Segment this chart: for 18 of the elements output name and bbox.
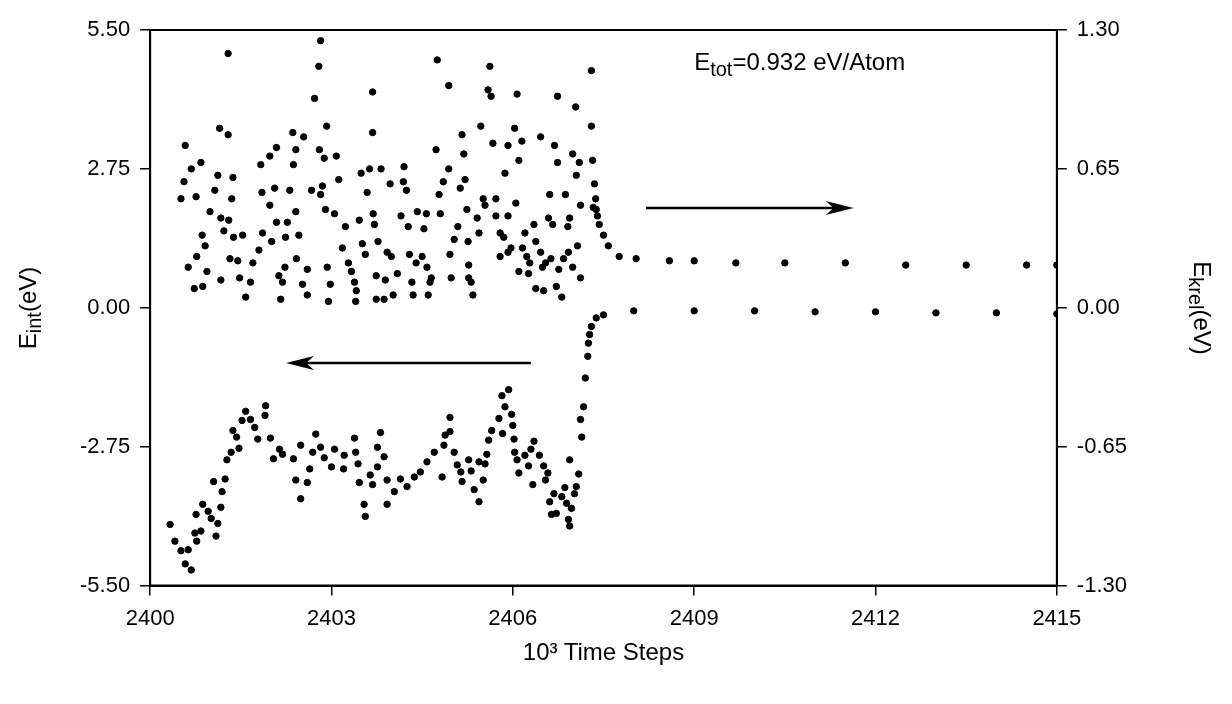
y2-tick-label: 1.30 xyxy=(1076,16,1120,42)
x-axis-title: 10³ Time Steps xyxy=(522,637,685,666)
y2-tick-label: -0.65 xyxy=(1076,432,1128,458)
y-tick-label: 5.50 xyxy=(87,16,131,42)
x-tick-label: 2409 xyxy=(669,604,719,630)
y-tick-label: 0.00 xyxy=(87,293,131,319)
x-tick-label: 2400 xyxy=(125,604,175,630)
y-tick-label: -5.50 xyxy=(79,571,131,597)
annotation: E$_{tot}$=0.932 eV/Atom xyxy=(694,48,906,81)
x-tick-label: 2403 xyxy=(307,604,356,630)
y2-tick-label: -1.30 xyxy=(1076,571,1128,597)
y-tick-label: 2.75 xyxy=(87,154,131,180)
y2-tick-label: 0.65 xyxy=(1076,154,1120,180)
x-tick-label: 2406 xyxy=(488,604,538,630)
y2-tick-label: 0.00 xyxy=(1076,293,1120,319)
x-tick-label: 2412 xyxy=(851,604,900,630)
y-tick-label: -2.75 xyxy=(79,432,131,458)
x-tick-label: 2415 xyxy=(1032,604,1082,630)
